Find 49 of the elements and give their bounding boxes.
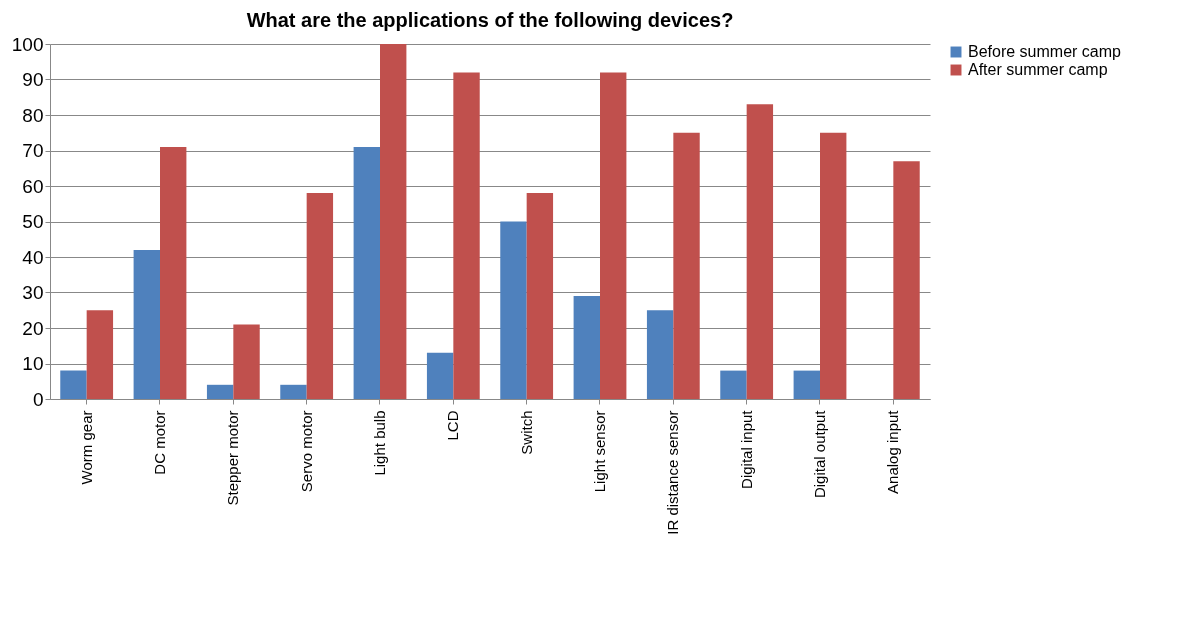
y-tick-label: 30 [22, 282, 44, 303]
legend-label: After summer camp [968, 61, 1108, 78]
bar [673, 132, 700, 399]
bar [646, 310, 674, 399]
y-tick-label: 10 [22, 353, 44, 374]
bar [600, 72, 627, 399]
bar [353, 146, 380, 399]
legend-label: Before summer camp [968, 43, 1122, 60]
y-tick-label: 80 [22, 104, 44, 126]
bar [820, 132, 847, 399]
bar [206, 384, 234, 399]
bar [426, 352, 454, 399]
x-tick-label: Switch [517, 410, 535, 455]
x-tick-label: Worm gear [77, 410, 95, 485]
y-tick-label: 60 [22, 175, 44, 197]
bar [573, 296, 600, 399]
bar [526, 193, 554, 399]
bar [500, 221, 527, 399]
bar [60, 370, 87, 399]
y-tick-label: 0 [32, 388, 44, 410]
bar [86, 310, 114, 399]
x-tick-label: IR distance sensor [664, 410, 682, 535]
bar [280, 384, 307, 399]
x-tick-label: Stepper motor [224, 410, 242, 506]
y-tick-label: 90 [22, 69, 44, 90]
x-tick-label: Digital input [737, 409, 755, 489]
bar [160, 146, 187, 399]
bar [720, 370, 747, 399]
y-tick-label: 50 [22, 211, 44, 232]
bar [793, 370, 820, 399]
bar [380, 44, 407, 399]
y-tick-label: 20 [22, 317, 44, 339]
y-tick-label: 100 [11, 33, 44, 55]
x-tick-label: LCD [444, 410, 462, 441]
bar [893, 161, 920, 399]
bar [133, 249, 160, 399]
bar [746, 104, 774, 399]
bar [233, 324, 260, 399]
x-tick-label: Analog input [884, 409, 902, 494]
x-tick-label: DC motor [151, 410, 168, 475]
x-tick-label: Servo motor [297, 410, 315, 493]
y-tick-label: 40 [22, 246, 44, 268]
x-tick-label: Light sensor [591, 410, 608, 493]
chart-title: What are the applications of the following devices? [246, 9, 734, 31]
y-tick-label: 70 [22, 140, 44, 161]
x-tick-label: Light bulb [371, 410, 388, 476]
bar [453, 72, 480, 399]
x-tick-label: Digital output [811, 409, 828, 499]
bar [306, 193, 334, 399]
